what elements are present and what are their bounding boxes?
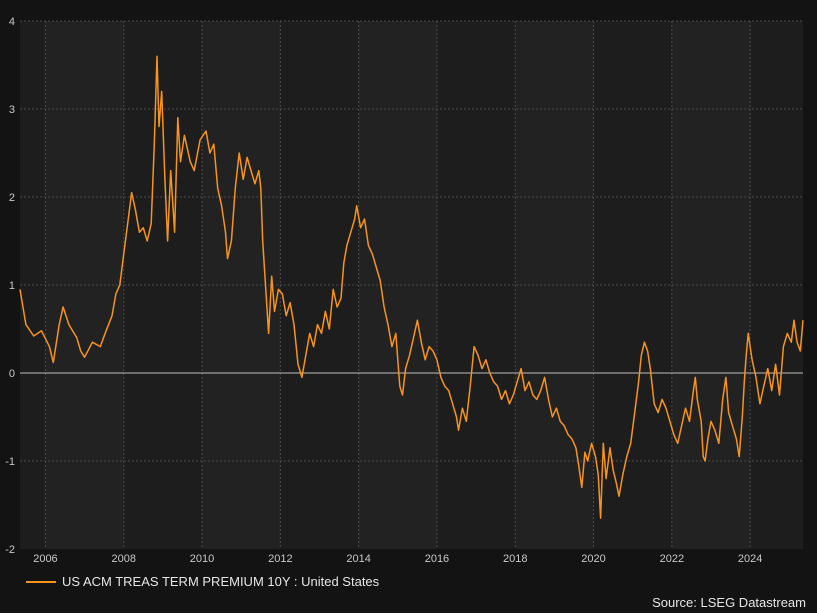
x-axis: 2006 2008 2010 2012 2014 2016 2018 2020 2022 2024: [33, 553, 762, 565]
y-tick-label: -1: [5, 456, 15, 468]
y-tick-label: 2: [9, 192, 15, 204]
x-tick-label: 2010: [190, 553, 214, 565]
series-line: [19, 55, 804, 519]
source-note: Source: LSEG Datastream: [652, 595, 806, 610]
y-axis: -2 -1 0 1 2 3 4: [5, 16, 15, 556]
y-tick-label: 4: [9, 16, 15, 28]
y-tick-label: 3: [9, 104, 15, 116]
x-tick-label: 2020: [581, 553, 605, 565]
legend-swatch: [26, 580, 56, 583]
x-tick-label: 2012: [268, 553, 292, 565]
y-tick-label: -2: [5, 544, 15, 556]
x-tick-label: 2022: [660, 553, 684, 565]
y-tick-label: 1: [9, 280, 15, 292]
x-tick-label: 2016: [425, 553, 449, 565]
plot-band: [671, 21, 751, 549]
x-tick-label: 2008: [112, 553, 136, 565]
y-tick-label: 0: [9, 368, 15, 380]
gridlines: [20, 20, 803, 549]
series-layer: [19, 55, 804, 519]
legend: US ACM TREAS TERM PREMIUM 10Y : United S…: [26, 574, 379, 589]
x-tick-label: 2024: [738, 553, 762, 565]
x-tick-label: 2006: [33, 553, 57, 565]
x-tick-label: 2014: [346, 553, 370, 565]
x-tick-label: 2018: [503, 553, 527, 565]
legend-label: US ACM TREAS TERM PREMIUM 10Y : United S…: [62, 574, 380, 589]
